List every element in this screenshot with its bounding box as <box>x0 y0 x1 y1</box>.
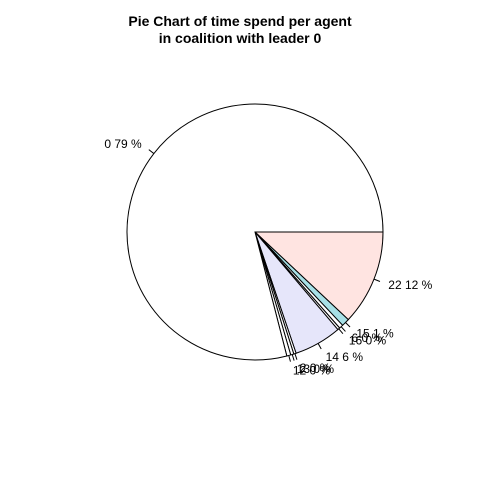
chart-title-line-2: in coalition with leader 0 <box>158 30 322 46</box>
pie-slice-label: 6 0 % <box>351 331 382 345</box>
pie-slice-label: 15 1 % <box>356 326 394 340</box>
pie-slice-label: 12 0 % <box>293 363 331 377</box>
pie-label-tick <box>345 322 351 328</box>
pie-slice-label: 16 0 % <box>349 333 387 347</box>
pie-slice-label: 2 0 % <box>300 361 331 375</box>
pie-label-tick <box>340 326 346 332</box>
pie-label-tick <box>288 355 291 362</box>
pie-label-tick <box>291 354 295 361</box>
pie-slice <box>253 231 384 321</box>
pie-label-tick <box>338 328 344 334</box>
pie-slice-label: 0 79 % <box>104 137 142 151</box>
pie-label-tick <box>148 149 155 154</box>
pie-label-tick <box>317 343 322 350</box>
pie-slice-label: 14 6 % <box>326 350 364 364</box>
pie-label-tick <box>294 353 298 360</box>
pie-slice-label: 13 0 % <box>297 362 335 376</box>
chart-title-line-1: Pie Chart of time spend per agent <box>128 13 352 29</box>
pie-label-tick <box>373 278 381 282</box>
chart-title: Pie Chart of time spend per agent in coa… <box>0 13 480 47</box>
pie-slice-label: 22 12 % <box>388 278 432 292</box>
